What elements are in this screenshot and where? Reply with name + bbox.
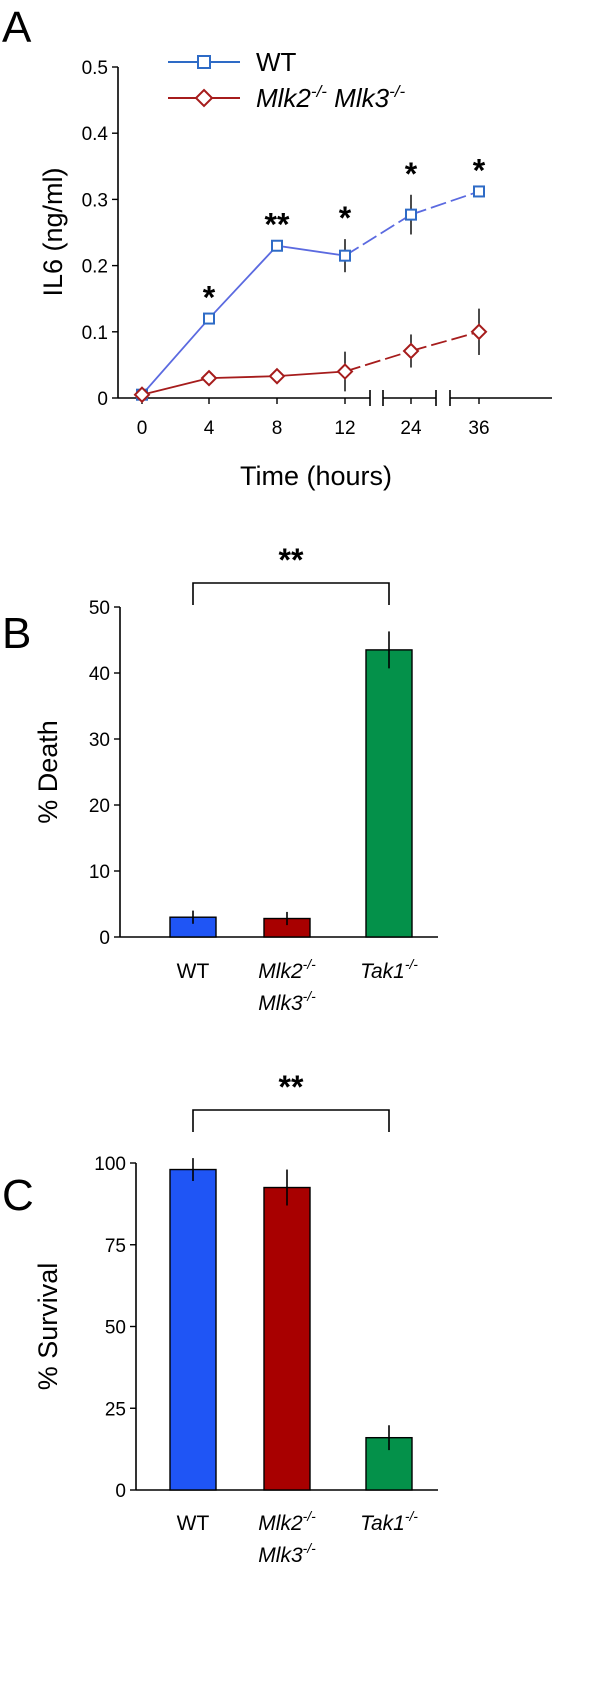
y-tick-label: 30 bbox=[89, 730, 110, 751]
data-point bbox=[339, 249, 351, 262]
y-tick-label: 0 bbox=[99, 928, 110, 949]
significance-label: * bbox=[339, 200, 352, 236]
significance-bracket bbox=[192, 582, 390, 605]
x-tick-label: 12 bbox=[334, 418, 355, 439]
legend-marker bbox=[194, 88, 214, 108]
category-label: WT bbox=[177, 1512, 210, 1535]
y-tick-label: 25 bbox=[105, 1399, 126, 1420]
y-tick-label: 0.5 bbox=[82, 58, 108, 79]
y-tick-label: 0.3 bbox=[82, 190, 108, 211]
data-point bbox=[473, 185, 485, 198]
y-axis-title: % Death bbox=[33, 720, 63, 824]
bar bbox=[169, 1168, 217, 1491]
x-tick-label: 4 bbox=[204, 418, 215, 439]
category-label: Mlk2-/- bbox=[258, 956, 316, 983]
y-tick-label: 0.1 bbox=[82, 323, 108, 344]
data-point bbox=[200, 369, 218, 387]
data-point bbox=[405, 208, 417, 221]
significance-label: ** bbox=[279, 542, 304, 578]
y-tick-label: 20 bbox=[89, 796, 110, 817]
x-tick-label: 36 bbox=[468, 418, 489, 439]
significance-label: * bbox=[473, 152, 486, 188]
y-tick-label: 0.2 bbox=[82, 257, 108, 278]
x-axis-title: Time (hours) bbox=[240, 461, 392, 491]
data-point bbox=[470, 323, 488, 341]
bar bbox=[263, 1186, 311, 1491]
x-tick-label: 24 bbox=[400, 418, 422, 439]
data-point bbox=[336, 363, 354, 380]
data-point bbox=[203, 312, 215, 325]
y-tick-label: 75 bbox=[105, 1236, 126, 1257]
significance-label: * bbox=[405, 156, 418, 192]
x-tick-label: 0 bbox=[137, 418, 148, 439]
series-line bbox=[141, 244, 346, 396]
y-tick-label: 0.4 bbox=[82, 124, 109, 145]
significance-label: * bbox=[203, 280, 216, 316]
y-tick-label: 50 bbox=[105, 1318, 126, 1339]
legend-label: WT bbox=[256, 47, 297, 77]
il6-line-chart: 0 0.1 0.2 0.3 0.4 0.5 0 4 8 12 24 36 Time (hours) IL6… bbox=[38, 47, 552, 491]
legend-label: Mlk2-/- Mlk3-/- bbox=[256, 82, 405, 113]
category-label-line2: Mlk3-/- bbox=[258, 1540, 316, 1567]
legend-marker bbox=[197, 55, 211, 69]
death-bar-chart: 0 10 20 30 40 50 % Death WT Mlk2-/- Mlk3-/- Tak1-/… bbox=[33, 542, 438, 1015]
panel-label-b: B bbox=[2, 609, 31, 658]
survival-bar-chart: 0 25 50 75 100 % Survival WT Mlk2-/- Mlk3-/- Tak1… bbox=[33, 1069, 438, 1567]
y-tick-label: 40 bbox=[89, 664, 110, 685]
x-tick-label: 8 bbox=[272, 418, 283, 439]
y-tick-label: 10 bbox=[89, 862, 110, 883]
series-line bbox=[141, 370, 346, 396]
legend: WT Mlk2-/- Mlk3-/- bbox=[168, 47, 405, 113]
data-point bbox=[402, 342, 420, 360]
series-line-dashed bbox=[344, 350, 412, 373]
significance-label: ** bbox=[279, 1069, 304, 1105]
y-tick-label: 0 bbox=[97, 389, 108, 410]
panel-label-a: A bbox=[2, 3, 32, 52]
y-axis-title: IL6 (ng/ml) bbox=[38, 167, 68, 296]
category-label: Mlk2-/- bbox=[258, 1508, 316, 1535]
series-line-dashed bbox=[410, 190, 480, 216]
series-line-dashed bbox=[344, 213, 412, 257]
data-point bbox=[268, 367, 286, 385]
category-label: Tak1-/- bbox=[360, 956, 418, 983]
data-point bbox=[133, 386, 151, 404]
y-tick-label: 100 bbox=[94, 1154, 126, 1175]
series-line-dashed bbox=[410, 330, 480, 352]
panel-label-c: C bbox=[2, 1171, 34, 1220]
category-label: WT bbox=[177, 960, 210, 983]
significance-label: ** bbox=[265, 207, 290, 243]
y-axis-title: % Survival bbox=[33, 1263, 63, 1391]
data-point bbox=[271, 239, 283, 252]
y-tick-label: 50 bbox=[89, 598, 110, 619]
y-tick-label: 0 bbox=[115, 1481, 126, 1502]
significance-bracket bbox=[192, 1109, 390, 1132]
category-label-line2: Mlk3-/- bbox=[258, 988, 316, 1015]
bar bbox=[365, 649, 413, 938]
category-label: Tak1-/- bbox=[360, 1508, 418, 1535]
